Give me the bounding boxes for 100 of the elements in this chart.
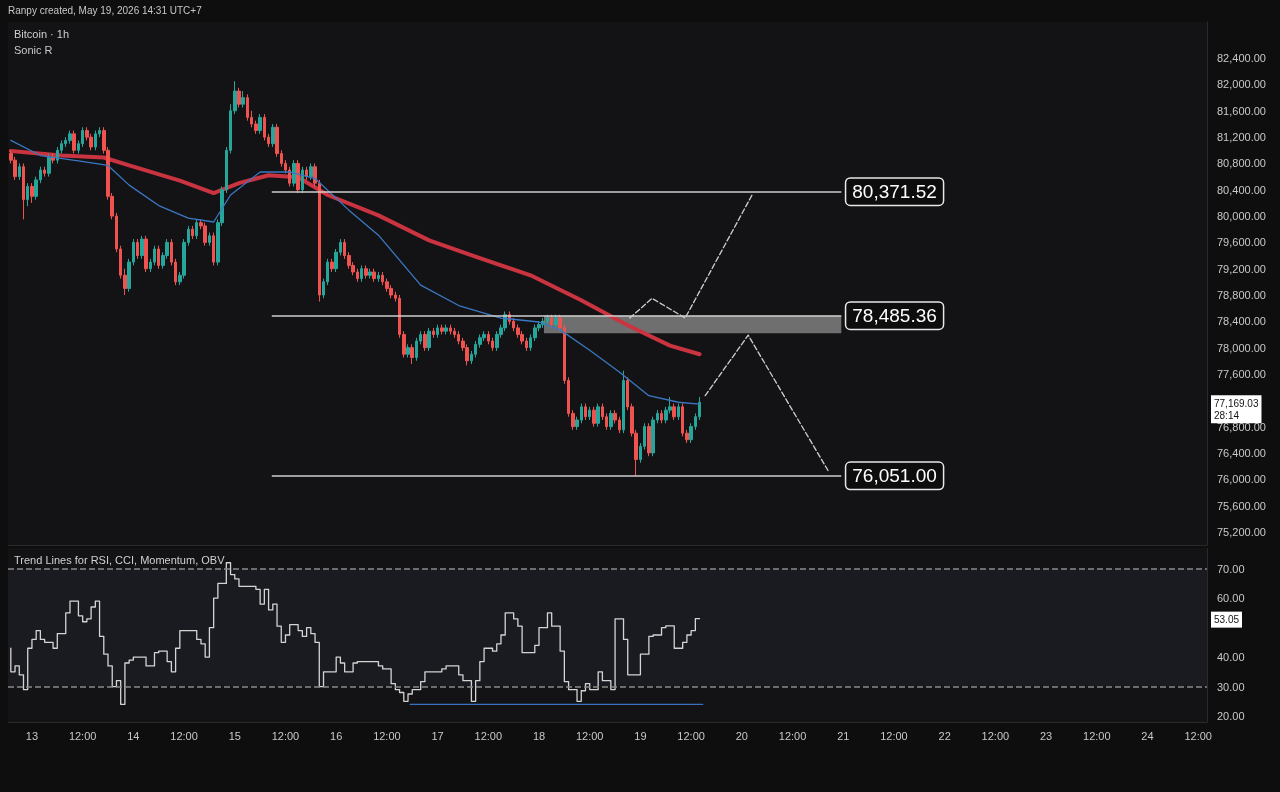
text: 77,169.03 (1214, 397, 1259, 409)
ref-line-label: 80,371.52 (852, 181, 937, 203)
y-tick-label: 79,600.00 (1217, 236, 1266, 249)
x-tick-label: 12:00 (1184, 729, 1212, 742)
candlestick (406, 343, 410, 359)
text: 28:14 (1214, 409, 1240, 421)
candlestick (609, 409, 613, 431)
candlestick (432, 327, 435, 339)
x-tick-label: 18 (532, 729, 546, 742)
ref-line-label: 78,485.36 (852, 305, 937, 327)
candlestick (68, 130, 72, 145)
candlestick (592, 406, 596, 428)
x-tick-label: 17 (431, 729, 444, 742)
candlestick (436, 324, 439, 339)
candlestick (440, 324, 444, 335)
x-tick-label: 12:00 (677, 729, 705, 742)
x-tick-label: 23 (1039, 729, 1053, 742)
line-series (10, 139, 701, 405)
text: Bitcoin · 1h (14, 27, 70, 40)
candlestick (157, 245, 160, 270)
y-tick-label: 30.00 (1217, 680, 1245, 693)
candlestick (212, 232, 215, 266)
candlestick (305, 166, 308, 181)
candlestick (237, 87, 241, 109)
candlestick (144, 235, 148, 273)
candlestick (301, 166, 304, 194)
candlestick (672, 403, 676, 421)
x-tick-label: 12:00 (68, 729, 97, 742)
candlestick (191, 225, 194, 240)
candlestick (584, 403, 587, 421)
y-tick-label: 81,600.00 (1217, 104, 1266, 117)
x-tick-label: 12:00 (271, 729, 300, 742)
y-tick-label: 78,400.00 (1217, 315, 1266, 328)
x-tick-label: 19 (634, 729, 647, 742)
candlestick (309, 162, 313, 181)
candlestick (241, 90, 245, 109)
candlestick (377, 271, 380, 283)
candlestick (26, 182, 29, 207)
candlestick (444, 324, 448, 335)
y-tick-label: 70.00 (1217, 562, 1245, 575)
candlestick (140, 235, 144, 260)
y-tick-label: 80,800.00 (1217, 157, 1266, 170)
candlestick (677, 403, 680, 421)
ref-line-label: 76,051.00 (852, 465, 937, 487)
candlestick (43, 166, 46, 178)
x-tick-label: 12:00 (474, 729, 503, 742)
candlestick (427, 327, 431, 352)
candlestick (296, 159, 300, 194)
y-tick-label: 60.00 (1217, 592, 1245, 605)
y-tick-label: 82,400.00 (1217, 52, 1266, 65)
candlestick (22, 162, 25, 220)
candlestick (647, 422, 651, 457)
x-tick-label: 16 (330, 729, 343, 742)
y-tick-label: 76,400.00 (1217, 446, 1266, 459)
x-tick-label: 12:00 (373, 729, 401, 742)
candlestick (588, 406, 591, 421)
candlestick (258, 113, 262, 135)
candlestick (208, 232, 211, 247)
x-tick-label: 15 (228, 729, 241, 742)
text: Trend Lines for RSI, CCI, Momentum, OBV (14, 553, 226, 566)
candlestick (360, 264, 363, 283)
candlestick (410, 343, 414, 365)
y-tick-label: 77,600.00 (1217, 367, 1266, 380)
x-tick-label: 20 (735, 729, 748, 742)
candlestick (330, 258, 334, 273)
candlestick (47, 153, 51, 178)
y-tick-label: 80,000.00 (1217, 210, 1266, 223)
y-tick-label: 76,800.00 (1217, 420, 1266, 433)
x-tick-label: 12:00 (575, 729, 604, 742)
x-tick-label: 14 (127, 729, 140, 742)
candlestick (18, 162, 21, 181)
candlestick (195, 218, 198, 240)
candlestick (554, 314, 558, 329)
x-tick-label: 13 (25, 729, 39, 742)
candlestick (203, 222, 207, 247)
candlestick (423, 330, 427, 352)
candlestick (136, 238, 139, 260)
x-tick-label: 12:00 (880, 729, 908, 742)
candlestick (30, 182, 34, 204)
candlestick (94, 130, 97, 151)
y-tick-label: 75,600.00 (1217, 499, 1266, 512)
y-tick-label: 20.00 (1217, 710, 1245, 723)
annotation: Sonic R (14, 43, 53, 56)
y-tick-label: 79,200.00 (1217, 262, 1266, 275)
candlestick (596, 403, 600, 428)
candlestick (368, 268, 372, 280)
x-tick-label: 12:00 (1083, 729, 1111, 742)
y-tick-label: 78,800.00 (1217, 289, 1266, 302)
x-tick-label: 12:00 (170, 729, 198, 742)
x-tick-label: 21 (837, 729, 850, 742)
candlestick (660, 409, 663, 424)
candlestick (372, 268, 376, 283)
y-tick-label: 75,200.00 (1217, 525, 1266, 538)
candlestick (72, 130, 76, 155)
x-tick-label: 22 (938, 729, 951, 742)
candlestick (271, 123, 275, 148)
y-tick-label: 81,200.00 (1217, 131, 1266, 144)
text: Ranpy created, May 19, 2026 14:31 UTC+7 (8, 4, 203, 16)
y-tick-label: 78,000.00 (1217, 341, 1266, 354)
candlestick (550, 314, 553, 329)
